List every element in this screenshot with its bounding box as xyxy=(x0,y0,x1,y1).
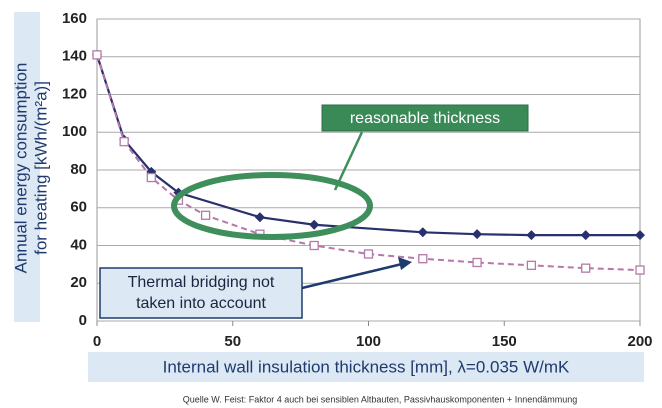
x-tick-label: 200 xyxy=(627,333,652,350)
y-tick-label: 40 xyxy=(70,236,87,253)
marker xyxy=(200,210,211,220)
y-tick-label: 60 xyxy=(70,199,87,216)
series-line xyxy=(96,54,641,272)
annotation-box xyxy=(321,104,529,132)
marker xyxy=(580,230,591,241)
source: Quelle W. Feist: Faktor 4 auch bei sensi… xyxy=(183,394,577,404)
x-label-box xyxy=(88,352,644,382)
arrow-head xyxy=(398,257,412,270)
marker xyxy=(635,230,645,241)
marker xyxy=(309,240,319,251)
x-tick-label: 0 xyxy=(93,333,101,350)
annotation: reasonable thickness xyxy=(350,110,500,127)
marker xyxy=(92,50,102,60)
y-tick-label: 140 xyxy=(62,48,87,65)
marker xyxy=(472,229,483,240)
annotation-box xyxy=(99,267,303,319)
marker xyxy=(363,249,374,259)
marker xyxy=(254,212,265,223)
marker xyxy=(526,230,537,241)
x-label: Internal wall insulation thickness [mm],… xyxy=(163,357,570,376)
marker xyxy=(417,227,428,238)
x-tick-label: 100 xyxy=(356,333,381,350)
y-label: for heating [kWh/(m²a)] xyxy=(31,81,50,255)
annotation: Thermal bridging not xyxy=(128,274,275,291)
y-tick-label: 160 xyxy=(62,10,87,27)
y-tick-label: 20 xyxy=(70,274,87,291)
y-label-box xyxy=(14,12,40,322)
marker xyxy=(526,260,537,270)
connector xyxy=(333,131,364,191)
marker xyxy=(581,263,591,273)
x-tick-label: 150 xyxy=(492,333,517,350)
marker xyxy=(472,257,482,268)
y-tick-label: 100 xyxy=(62,123,87,140)
y-tick-label: 120 xyxy=(62,85,87,102)
y-tick-label: 0 xyxy=(79,312,87,329)
highlight-ellipse xyxy=(171,172,373,240)
x-tick-label: 50 xyxy=(224,333,241,350)
y-label: Annual energy consumption xyxy=(11,63,30,274)
marker xyxy=(309,219,320,230)
marker xyxy=(418,254,428,264)
arrow xyxy=(301,262,403,290)
annotation: taken into account xyxy=(136,295,266,312)
marker xyxy=(635,265,645,275)
marker xyxy=(146,172,156,183)
y-tick-label: 80 xyxy=(70,161,87,178)
marker xyxy=(119,137,129,147)
